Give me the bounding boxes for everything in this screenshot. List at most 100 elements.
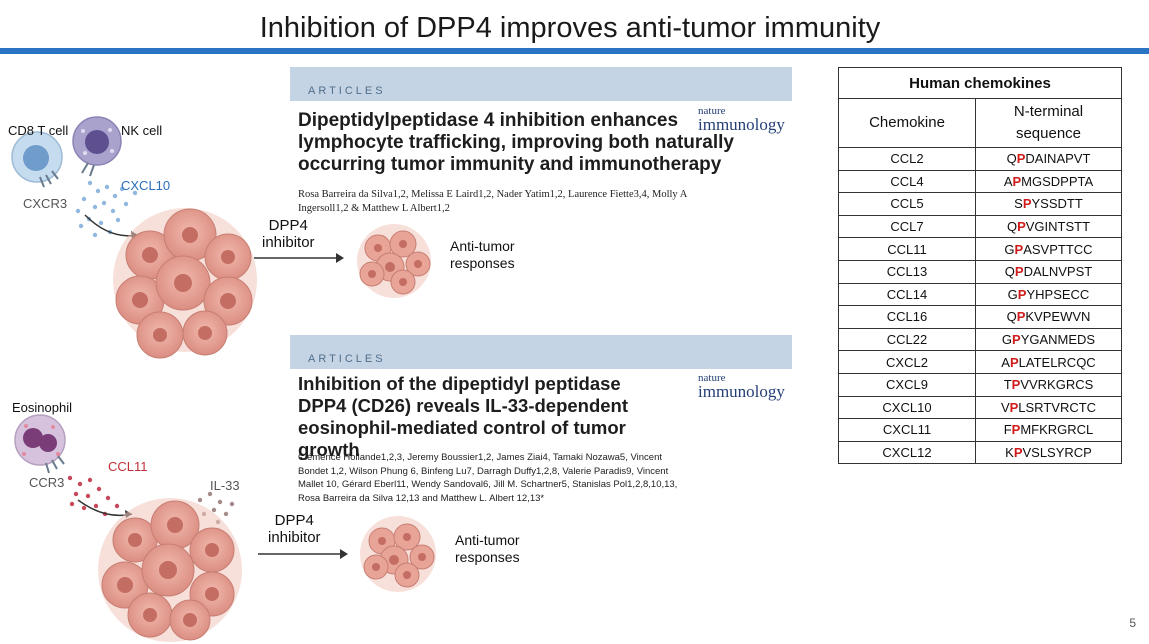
eosinophil-icon bbox=[14, 414, 66, 474]
chemokine-name-cell: CCL5 bbox=[838, 192, 976, 216]
cxcl10-dots bbox=[75, 180, 138, 238]
table-row: CXCL12 KPVSLSYRCP bbox=[838, 440, 1122, 465]
chemokine-name-cell: CCL14 bbox=[838, 282, 976, 307]
article-1-authors: Rosa Barreira da Silva1,2, Melissa E Lai… bbox=[298, 189, 687, 214]
sequence-proline-residue: P bbox=[1012, 332, 1021, 348]
treatment-arrow-bottom bbox=[258, 549, 348, 559]
table-row: CCL14 GPYHPSECC bbox=[838, 282, 1122, 307]
page-number: 5 bbox=[1129, 616, 1136, 630]
tumor-cluster-icon bbox=[113, 208, 257, 359]
sequence-first-residue: G bbox=[1004, 241, 1015, 257]
sequence-remaining-residues: ASVPTTCC bbox=[1023, 241, 1093, 257]
sequence-remaining-residues: KVPEWVN bbox=[1025, 309, 1091, 325]
article-1-journal-logo: nature immunology bbox=[698, 105, 785, 133]
ccl11-dots bbox=[67, 475, 120, 517]
table-row: CXCL10 VPLSRTVRCTC bbox=[838, 395, 1122, 420]
anti-tumor-label-bottom: Anti-tumor responses bbox=[455, 532, 520, 565]
sequence-proline-residue: P bbox=[1009, 399, 1019, 415]
column-header-sequence: N-terminal sequence bbox=[975, 98, 1122, 148]
chemokine-name-cell: CXCL10 bbox=[838, 395, 976, 420]
table-row: CCL16 QPKVPEWVN bbox=[838, 305, 1122, 329]
article-2-header-band: ARTICLES bbox=[290, 335, 792, 369]
table-row: CXCL9 TPVVRKGRCS bbox=[838, 372, 1122, 397]
sequence-remaining-residues: LSRTVRCTC bbox=[1018, 399, 1097, 415]
sequence-proline-residue: P bbox=[1014, 264, 1024, 280]
sequence-remaining-residues: VVRKGRCS bbox=[1020, 377, 1094, 393]
sequence-proline-residue: P bbox=[1009, 354, 1019, 370]
sequence-first-residue: K bbox=[1005, 445, 1014, 461]
article-2-band-label: ARTICLES bbox=[308, 353, 386, 365]
sequence-remaining-residues: DALNVPST bbox=[1023, 264, 1093, 280]
sequence-remaining-residues: YHPSECC bbox=[1026, 286, 1090, 302]
table-row: CCL5 SPYSSDTT bbox=[838, 192, 1122, 216]
sequence-proline-residue: P bbox=[1017, 286, 1027, 302]
journal-name-line1: nature bbox=[698, 372, 726, 384]
table-row: CCL13 QPDALNVPST bbox=[838, 259, 1122, 284]
anti-tumor-label-top: Anti-tumor responses bbox=[450, 238, 515, 271]
n-terminal-sequence-cell: GPYGANMEDS bbox=[975, 327, 1122, 352]
article-2: ARTICLES nature immunology Inhibition of… bbox=[290, 335, 792, 505]
article-1-title: Dipeptidylpeptidase 4 inhibition enhance… bbox=[298, 110, 734, 175]
sequence-first-residue: G bbox=[1001, 332, 1013, 348]
chemokine-name-cell: CCL16 bbox=[838, 305, 976, 329]
n-terminal-sequence-cell: SPYSSDTT bbox=[975, 192, 1122, 216]
cxcl10-label: CXCL10 bbox=[121, 178, 171, 193]
table-row: CCL11 GPASVPTTCC bbox=[838, 237, 1122, 261]
n-terminal-sequence-cell: QPDAINAPVT bbox=[975, 147, 1122, 171]
article-2-title: Inhibition of the dipeptidyl peptidase D… bbox=[298, 373, 629, 460]
column-header-chemokine: Chemokine bbox=[838, 98, 976, 148]
table-row: CXCL2 APLATELRCQC bbox=[838, 350, 1122, 374]
ccl11-label: CCL11 bbox=[108, 459, 148, 474]
n-terminal-sequence-cell: TPVVRKGRCS bbox=[975, 372, 1122, 397]
sequence-remaining-residues: MGSDPPTA bbox=[1021, 173, 1094, 189]
n-terminal-sequence-cell: QPVGINTSTT bbox=[975, 214, 1122, 239]
n-terminal-sequence-cell: FPMFKRGRCL bbox=[975, 418, 1122, 442]
sequence-proline-residue: P bbox=[1012, 173, 1022, 189]
article-1: ARTICLES nature immunology Dipeptidylpep… bbox=[290, 67, 792, 217]
sequence-first-residue: S bbox=[1014, 196, 1023, 212]
sequence-first-residue: Q bbox=[1006, 219, 1018, 235]
sequence-first-residue: V bbox=[1000, 399, 1010, 415]
article-1-header-band: ARTICLES bbox=[290, 67, 792, 101]
sequence-first-residue: Q bbox=[1004, 264, 1015, 280]
chemokine-name-cell: CXCL11 bbox=[838, 418, 976, 442]
dpp4-inhibitor-label-top: DPP4 inhibitor bbox=[262, 217, 315, 251]
bottom-cell-diagram bbox=[14, 414, 242, 642]
table-row: CCL22 GPYGANMEDS bbox=[838, 327, 1122, 352]
sequence-proline-residue: P bbox=[1016, 151, 1026, 167]
chemokine-name-cell: CXCL2 bbox=[838, 350, 976, 374]
sequence-proline-residue: P bbox=[1011, 377, 1021, 393]
small-tumor-icon-bottom bbox=[360, 516, 436, 592]
table-row: CCL7 QPVGINTSTT bbox=[838, 214, 1122, 239]
article-1-band-label: ARTICLES bbox=[308, 85, 386, 97]
migration-arrow bbox=[84, 214, 139, 237]
table-row: CCL4 APMGSDPPTA bbox=[838, 169, 1122, 194]
n-terminal-sequence-cell: VPLSRTVRCTC bbox=[975, 395, 1122, 420]
n-terminal-sequence-cell: GPASVPTTCC bbox=[975, 237, 1122, 261]
sequence-proline-residue: P bbox=[1017, 219, 1026, 235]
sequence-remaining-residues: MFKRGRCL bbox=[1020, 422, 1094, 438]
chemokine-name-cell: CCL13 bbox=[838, 259, 976, 284]
sequence-proline-residue: P bbox=[1014, 241, 1024, 257]
n-terminal-sequence-cell: QPDALNVPST bbox=[975, 259, 1122, 284]
cd8-t-cell-icon bbox=[11, 131, 63, 188]
nk-cell-icon bbox=[72, 116, 122, 177]
human-chemokines-table: Human chemokines Chemokine N-terminal se… bbox=[838, 67, 1122, 465]
sequence-proline-residue: P bbox=[1011, 422, 1021, 438]
slide-title: Inhibition of DPP4 improves anti-tumor i… bbox=[259, 12, 881, 44]
table-title: Human chemokines bbox=[838, 67, 1122, 99]
sequence-remaining-residues: YGANMEDS bbox=[1020, 332, 1096, 348]
chemokine-name-cell: CCL22 bbox=[838, 327, 976, 352]
sequence-remaining-residues: LATELRCQC bbox=[1018, 354, 1096, 370]
n-terminal-sequence-cell: APLATELRCQC bbox=[975, 350, 1122, 374]
n-terminal-sequence-cell: KPVSLSYRCP bbox=[975, 440, 1122, 465]
sequence-remaining-residues: YSSDTT bbox=[1031, 196, 1083, 212]
nk-cell-label: NK cell bbox=[121, 123, 163, 138]
sequence-first-residue: A bbox=[1001, 354, 1010, 370]
n-terminal-sequence-cell: QPKVPEWVN bbox=[975, 305, 1122, 329]
sequence-first-residue: A bbox=[1003, 173, 1013, 189]
tumor-cluster-icon-bottom bbox=[98, 498, 242, 642]
chemokine-name-cell: CCL2 bbox=[838, 147, 976, 171]
n-terminal-sequence-cell: GPYHPSECC bbox=[975, 282, 1122, 307]
article-2-journal-logo: nature immunology bbox=[698, 372, 785, 400]
